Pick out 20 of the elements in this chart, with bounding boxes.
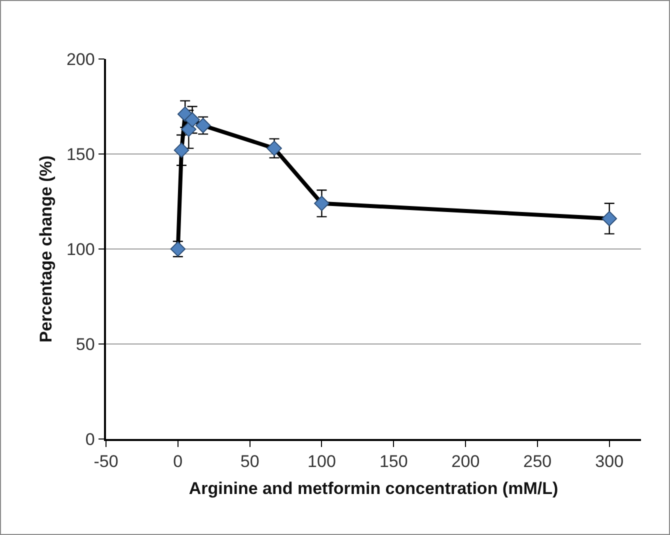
- x-tick-label: -50: [94, 452, 118, 472]
- x-tick-label: 200: [451, 452, 480, 472]
- y-tick-label: 100: [66, 240, 95, 259]
- y-tick-label: 150: [66, 144, 95, 164]
- y-tick-label: 200: [66, 50, 95, 69]
- x-tick-label: 250: [523, 452, 552, 472]
- x-tick-label: 50: [240, 452, 260, 472]
- point: [184, 112, 200, 128]
- y-tick-label: 50: [76, 334, 95, 354]
- point: [266, 140, 282, 156]
- x-axis-title: Arginine and metformin concentration (mM/L): [188, 479, 558, 498]
- x-tick-label: 0: [173, 452, 183, 472]
- point: [174, 142, 190, 158]
- y-axis-title: Percentage change (%): [36, 155, 56, 343]
- point: [602, 210, 618, 226]
- x-tick-label: 300: [595, 452, 624, 472]
- point: [314, 196, 330, 212]
- y-tick-label: 0: [85, 430, 95, 449]
- x-tick-label: 150: [379, 452, 408, 472]
- x-tick-label: 100: [308, 452, 336, 472]
